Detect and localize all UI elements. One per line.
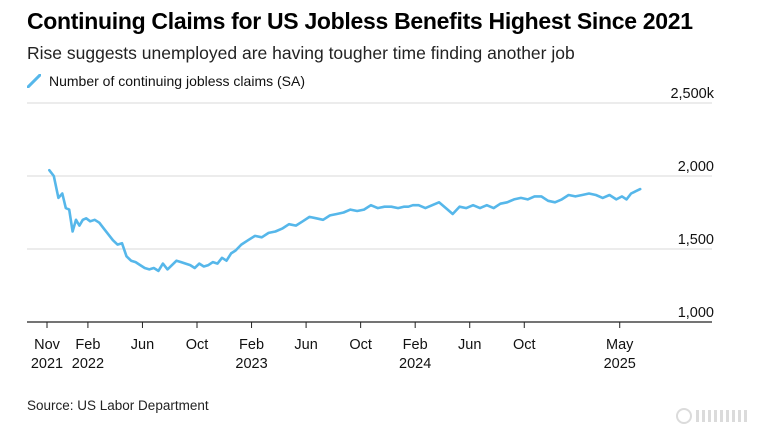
y-tick-label: 1,500 xyxy=(678,232,714,248)
grid-lines xyxy=(27,102,712,250)
x-tick-label: Feb xyxy=(239,337,264,353)
x-tick-label: Oct xyxy=(186,337,209,353)
series-line-continuing-claims xyxy=(48,168,642,273)
watermark-logo xyxy=(676,405,756,427)
legend-swatch-icon xyxy=(27,74,41,88)
x-tick-label: Nov xyxy=(34,337,61,353)
legend: Number of continuing jobless claims (SA) xyxy=(27,73,305,89)
x-tick-label: Jun xyxy=(294,337,317,353)
x-tick-label: May xyxy=(606,337,634,353)
source-note: Source: US Labor Department xyxy=(27,398,209,413)
y-tick-label: 2,000 xyxy=(678,159,714,175)
x-tick-year-label: 2024 xyxy=(399,356,431,372)
x-tick-labels: Nov 2021 Feb 2022 Jun Oct Feb 2023 Jun Oct Feb 2024… xyxy=(31,337,636,372)
x-tick-year-label: 2021 xyxy=(31,356,63,372)
x-tick-year-label: 2025 xyxy=(604,356,636,372)
x-tick-year-label: 2023 xyxy=(235,356,267,372)
x-axis xyxy=(27,321,712,328)
watermark-text-mark xyxy=(696,410,748,422)
legend-entry: Number of continuing jobless claims (SA) xyxy=(49,73,305,89)
watermark-icon xyxy=(676,408,692,424)
y-tick-labels: 2,500k 2,000 1,500 1,000 xyxy=(670,86,714,321)
x-tick-label: Feb xyxy=(75,337,100,353)
x-tick-label: Oct xyxy=(513,337,536,353)
y-tick-label: 1,000 xyxy=(678,305,714,321)
series-layer xyxy=(48,168,642,273)
x-tick-label: Jun xyxy=(458,337,481,353)
x-tick-label: Jun xyxy=(131,337,154,353)
chart-title: Continuing Claims for US Jobless Benefit… xyxy=(27,8,693,34)
y-tick-label: 2,500k xyxy=(670,86,714,102)
chart-subtitle: Rise suggests unemployed are having toug… xyxy=(27,43,575,63)
x-tick-label: Oct xyxy=(349,337,372,353)
x-tick-label: Feb xyxy=(403,337,428,353)
x-tick-year-label: 2022 xyxy=(72,356,104,372)
